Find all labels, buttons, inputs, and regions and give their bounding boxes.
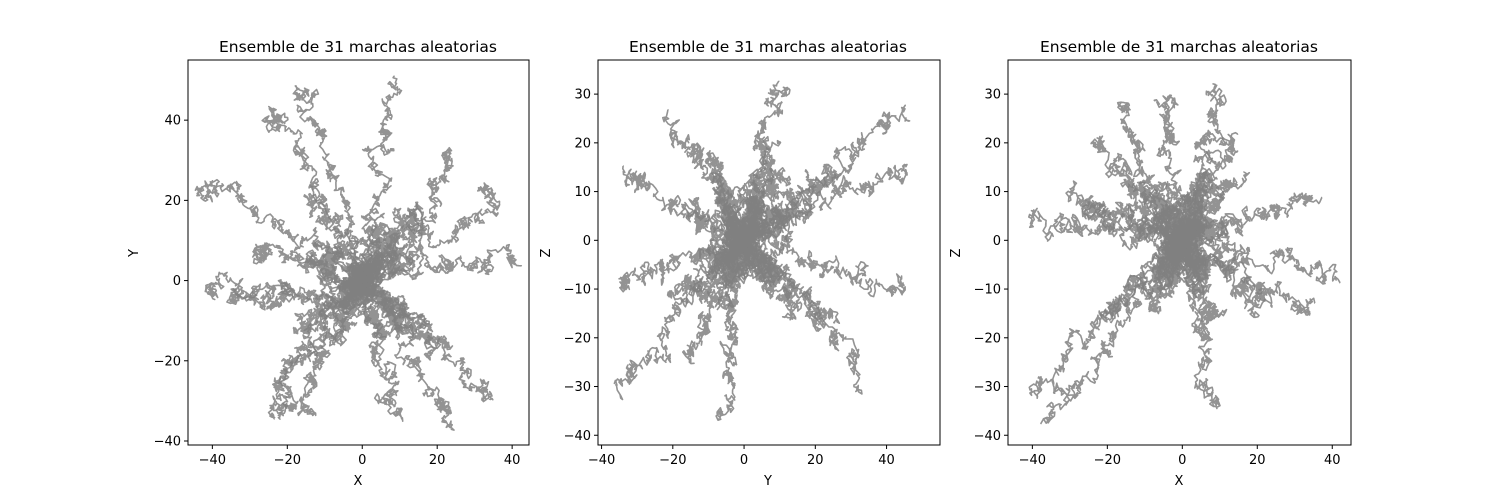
- x-axis-ticks: −40 −20 0 20 40: [199, 445, 521, 468]
- y-tick-label: 10: [984, 185, 1001, 200]
- y-tick-label: 0: [993, 234, 1001, 249]
- random-walk-27: [355, 201, 425, 285]
- x-tick-label: −20: [1094, 453, 1121, 468]
- chart-title: Ensemble de 31 marchas aleatorias: [219, 38, 497, 56]
- walk-series-group: [613, 80, 911, 422]
- y-tick-label: −30: [564, 380, 591, 395]
- panel-yz: Ensemble de 31 marchas aleatorias −40 −20…: [539, 38, 941, 489]
- x-tick-label: −40: [588, 453, 615, 468]
- x-tick-label: 20: [807, 453, 824, 468]
- y-axis-ticks: −40 −30 −20 −10 0 10 20 30: [974, 88, 1008, 444]
- y-tick-label: 30: [574, 88, 591, 103]
- walk-series-group: [1028, 83, 1341, 425]
- x-axis-ticks: −40 −20 0 20 40: [1019, 445, 1341, 468]
- random-walk-5: [1185, 221, 1341, 285]
- random-walk-30: [736, 194, 765, 254]
- y-tick-label: −10: [974, 283, 1001, 298]
- random-walk-31: [359, 212, 391, 292]
- random-walk-24: [1139, 184, 1193, 252]
- y-tick-label: 40: [164, 114, 181, 129]
- random-walk-29: [1174, 229, 1211, 288]
- random-walk-31: [724, 233, 751, 286]
- random-walk-31: [1171, 197, 1208, 253]
- y-axis-label: Z: [949, 248, 964, 257]
- y-tick-label: 20: [164, 194, 181, 209]
- axes-frame: [187, 59, 530, 446]
- y-tick-label: −20: [564, 331, 591, 346]
- x-axis-ticks: −40 −20 0 20 40: [588, 445, 895, 468]
- x-tick-label: 0: [1178, 453, 1186, 468]
- random-walk-16: [1090, 135, 1186, 250]
- y-tick-label: −20: [154, 354, 181, 369]
- y-axis-ticks: −40 −30 −20 −10 0 10 20 30: [564, 88, 598, 444]
- panel-xy: Ensemble de 31 marchas aleatorias −40 −20…: [127, 38, 530, 489]
- y-tick-label: −10: [564, 283, 591, 298]
- walk-series-group: [194, 75, 523, 431]
- panel-xz: Ensemble de 31 marchas aleatorias −40 −20…: [949, 38, 1352, 489]
- x-tick-label: −20: [659, 453, 686, 468]
- random-walk-29: [351, 282, 407, 333]
- y-tick-label: −40: [974, 429, 1001, 444]
- y-tick-label: 10: [574, 185, 591, 200]
- x-tick-label: −40: [199, 453, 226, 468]
- x-tick-label: 0: [358, 453, 366, 468]
- y-tick-label: 20: [984, 136, 1001, 151]
- y-tick-label: −30: [974, 380, 1001, 395]
- y-tick-label: −40: [154, 434, 181, 449]
- axes-frame: [1007, 59, 1352, 446]
- y-tick-label: 30: [984, 88, 1001, 103]
- y-tick-label: −20: [974, 331, 1001, 346]
- random-walk-30: [330, 276, 368, 347]
- random-walk-11: [297, 281, 364, 417]
- x-axis-label: X: [354, 474, 363, 489]
- random-walk-7: [621, 165, 744, 241]
- x-tick-label: 20: [1249, 453, 1266, 468]
- x-tick-label: −40: [1019, 453, 1046, 468]
- y-axis-label: Y: [127, 249, 142, 258]
- x-axis-label: Y: [763, 474, 772, 489]
- y-tick-label: 20: [574, 136, 591, 151]
- x-tick-label: 40: [878, 453, 895, 468]
- y-tick-label: 0: [583, 234, 591, 249]
- x-axis-label: X: [1175, 474, 1184, 489]
- chart-title: Ensemble de 31 marchas aleatorias: [1040, 38, 1318, 56]
- x-tick-label: 40: [504, 453, 521, 468]
- y-tick-label: 0: [173, 274, 181, 289]
- random-walk-30: [1160, 230, 1190, 277]
- x-tick-label: 40: [1324, 453, 1341, 468]
- chart-title: Ensemble de 31 marchas aleatorias: [629, 38, 907, 56]
- random-walk-3: [292, 85, 375, 289]
- random-walk-8: [1172, 232, 1221, 410]
- y-axis-label: Z: [539, 248, 554, 257]
- axes-frame: [597, 59, 941, 446]
- x-tick-label: 20: [429, 453, 446, 468]
- random-walk-6: [355, 182, 501, 281]
- x-tick-label: −20: [274, 453, 301, 468]
- random-walk-14: [204, 264, 368, 302]
- x-tick-label: 0: [740, 453, 748, 468]
- y-axis-ticks: −40 −20 0 20 40: [154, 114, 188, 449]
- y-tick-label: −40: [564, 429, 591, 444]
- random-walk-4: [1065, 180, 1189, 255]
